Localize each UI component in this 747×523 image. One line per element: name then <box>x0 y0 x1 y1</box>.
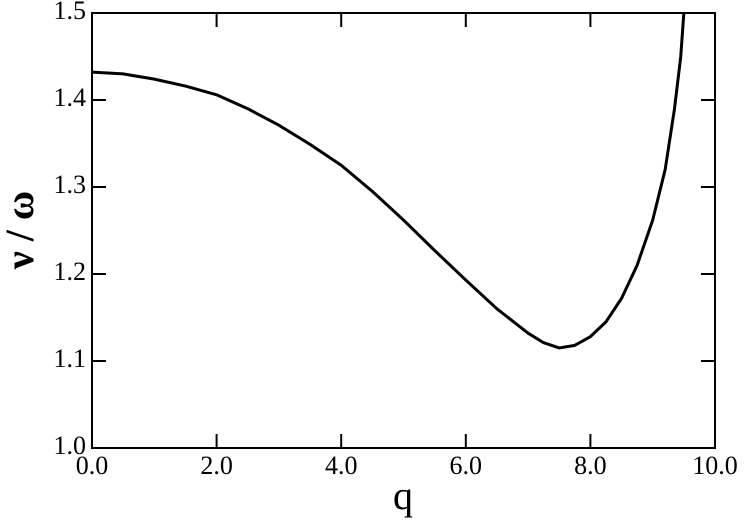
y-tick-label: 1.2 <box>54 257 87 286</box>
x-tick-label: 10.0 <box>692 451 738 480</box>
x-tick-label: 2.0 <box>200 451 233 480</box>
x-tick-label: 6.0 <box>450 451 483 480</box>
x-tick-label: 8.0 <box>574 451 607 480</box>
x-tick-label: 0.0 <box>76 451 109 480</box>
y-tick-label: 1.3 <box>54 170 87 199</box>
y-tick-label: 1.4 <box>54 83 87 112</box>
y-tick-label: 1.0 <box>54 431 87 460</box>
y-axis-label: ν / ω <box>0 191 42 270</box>
x-axis-label: q <box>393 473 413 518</box>
x-tick-label: 4.0 <box>325 451 358 480</box>
plot-frame <box>91 12 716 449</box>
y-tick-label: 1.1 <box>54 344 87 373</box>
line <box>91 12 686 350</box>
y-tick-label: 1.5 <box>54 0 87 25</box>
